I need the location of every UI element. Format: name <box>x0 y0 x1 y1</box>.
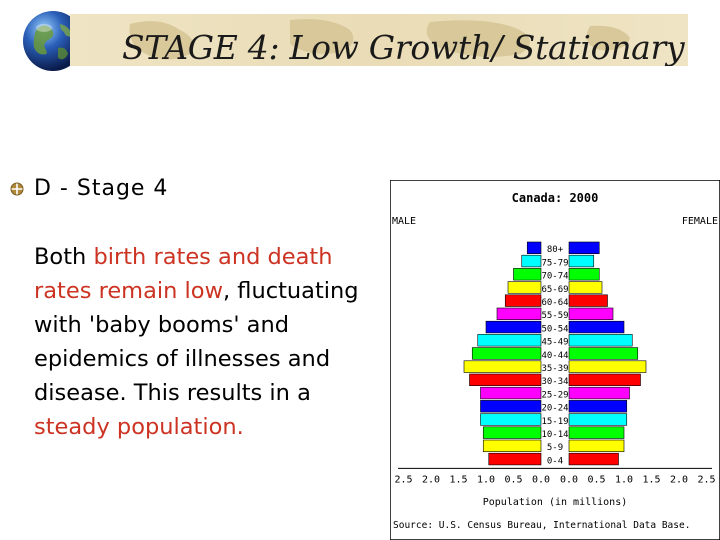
bullet-icon <box>10 182 24 195</box>
bar-female-65-69 <box>568 281 603 294</box>
age-group-label: 10-14 <box>541 430 568 440</box>
age-group-label: 40-44 <box>541 351 568 361</box>
bar-female-70-74 <box>568 268 600 281</box>
bar-male-60-64 <box>504 294 542 307</box>
para-highlight: birth rates and death rates remain low <box>34 244 333 304</box>
male-label: MALE <box>392 216 416 227</box>
bar-female-15-19 <box>568 413 628 426</box>
age-group-label: 55-59 <box>541 311 568 321</box>
bar-female-25-29 <box>568 386 630 400</box>
x-tick-label-right: 1.0 <box>615 474 633 485</box>
population-pyramid-chart: Canada: 2000 MALE FEMALE 80+ 75-79 70-74 65… <box>390 180 720 540</box>
age-group-label: 20-24 <box>541 404 568 414</box>
bar-male-0-4 <box>488 452 542 466</box>
bar-female-45-49 <box>568 334 633 347</box>
x-tick-label-right: 2.5 <box>697 474 715 485</box>
bar-male-40-44 <box>471 347 542 360</box>
age-group-label: 45-49 <box>541 338 568 348</box>
x-tick-label-right: 0.0 <box>560 474 578 485</box>
x-axis-label: Population (in millions) <box>483 497 628 508</box>
x-tick-label-left: 2.5 <box>394 474 412 485</box>
age-group-label: 35-39 <box>541 364 568 374</box>
bar-male-10-14 <box>482 426 542 439</box>
bar-male-30-34 <box>469 373 542 386</box>
age-group-label: 15-19 <box>541 417 568 427</box>
x-tick-label-right: 0.5 <box>587 474 605 485</box>
bar-female-35-39 <box>568 360 647 373</box>
bar-female-10-14 <box>568 426 625 439</box>
bar-male-20-24 <box>480 400 542 413</box>
bar-female-0-4 <box>568 452 619 466</box>
bar-male-55-59 <box>496 307 542 320</box>
bar-female-75-79 <box>568 254 595 268</box>
bar-male-35-39 <box>463 360 542 373</box>
title-band: STAGE 4: Low Growth/ Stationary <box>70 14 688 66</box>
bar-female-55-59 <box>568 307 614 320</box>
x-tick-label-right: 1.5 <box>642 474 660 485</box>
para-part: Both <box>34 244 94 270</box>
female-label: FEMALE <box>682 216 718 227</box>
bar-male-65-69 <box>507 281 542 294</box>
age-group-label: 75-79 <box>541 258 568 268</box>
bar-female-30-34 <box>568 373 641 386</box>
bar-female-5-9 <box>568 439 625 452</box>
x-tick-label-left: 0.0 <box>532 474 550 485</box>
x-tick-label-right: 2.0 <box>670 474 688 485</box>
page-title: STAGE 4: Low Growth/ Stationary <box>122 28 685 66</box>
chart-title: Canada: 2000 <box>512 191 599 205</box>
bar-female-40-44 <box>568 347 639 360</box>
para-highlight: steady population. <box>34 414 244 440</box>
bullet-label: D - Stage 4 <box>34 176 169 201</box>
age-group-label: 65-69 <box>541 285 568 295</box>
bar-male-80+ <box>526 241 542 254</box>
para-part: , fluctuating with 'baby booms' and epid… <box>34 278 359 406</box>
chart-source: Source: U.S. Census Bureau, Internationa… <box>393 520 690 531</box>
bar-female-60-64 <box>568 294 608 307</box>
bar-female-50-54 <box>568 320 625 334</box>
bar-male-50-54 <box>485 320 542 334</box>
bar-male-5-9 <box>482 439 542 452</box>
bar-male-15-19 <box>480 413 542 426</box>
age-group-label: 50-54 <box>541 324 568 334</box>
age-group-label: 60-64 <box>541 298 568 308</box>
age-group-label: 5-9 <box>547 443 563 453</box>
bar-male-25-29 <box>480 386 542 400</box>
bar-female-20-24 <box>568 400 628 413</box>
x-tick-label-left: 1.5 <box>449 474 467 485</box>
bullet-item: D - Stage 4 <box>10 176 168 201</box>
age-group-label: 70-74 <box>541 272 568 282</box>
description-paragraph: Both birth rates and death rates remain … <box>34 240 364 444</box>
x-tick-label-left: 2.0 <box>422 474 440 485</box>
globe-icon <box>23 11 83 71</box>
age-group-label: 30-34 <box>541 377 568 387</box>
x-tick-label-left: 1.0 <box>477 474 495 485</box>
x-tick-label-left: 0.5 <box>504 474 522 485</box>
bar-male-45-49 <box>477 334 542 347</box>
bar-female-80+ <box>568 241 600 254</box>
bar-male-75-79 <box>521 254 542 268</box>
bar-male-70-74 <box>513 268 542 281</box>
age-group-label: 0-4 <box>547 456 563 466</box>
age-group-label: 25-29 <box>541 390 568 400</box>
age-group-label: 80+ <box>547 245 564 255</box>
